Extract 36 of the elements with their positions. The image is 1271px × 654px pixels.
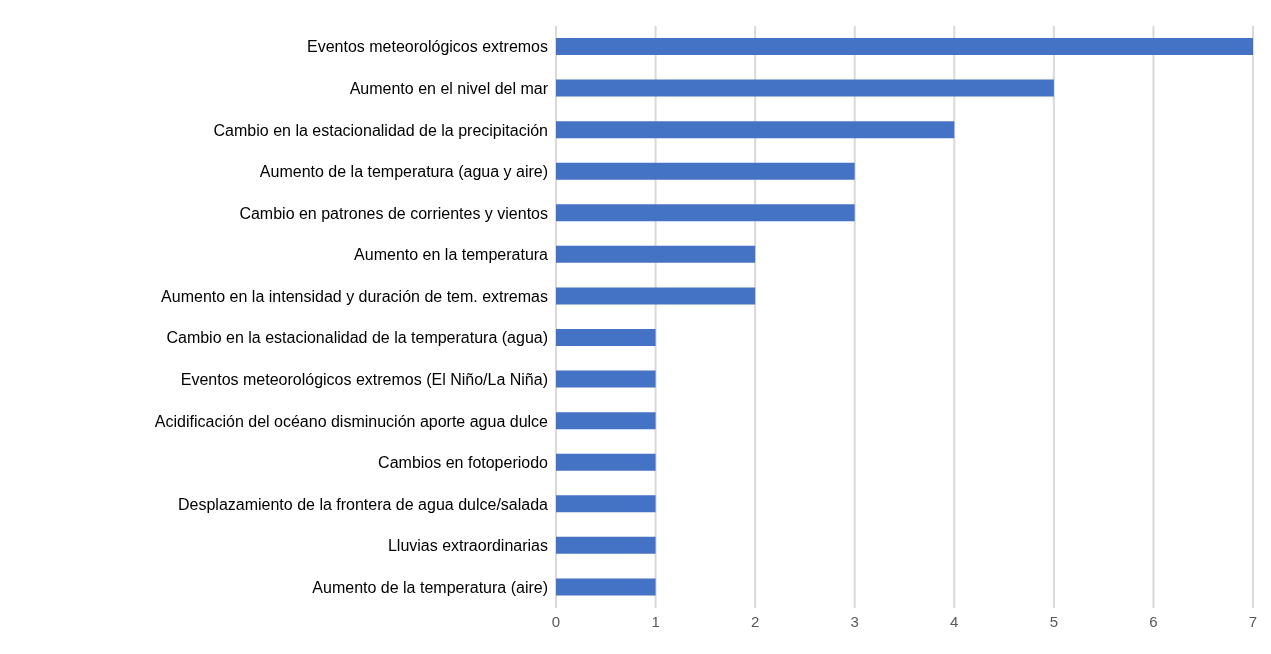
- y-tick-label: Cambio en patrones de corrientes y vientos: [239, 204, 548, 222]
- y-tick-label: Lluvias extraordinarias: [387, 537, 548, 555]
- y-tick-label: Aumento de la temperatura (agua y aire): [259, 163, 548, 181]
- y-tick-label: Cambio en la estacionalidad de la temperatura (agua): [166, 329, 548, 347]
- bar: [556, 578, 656, 596]
- bar: [556, 287, 756, 305]
- y-tick-label: Aumento en el nivel del mar: [349, 80, 549, 98]
- y-tick-label: Aumento en la intensidad y duración de tem. extremas: [161, 287, 548, 305]
- y-tick-label: Eventos meteorológicos extremos: [307, 38, 548, 56]
- bar: [556, 329, 656, 346]
- x-tick-label: 2: [750, 612, 760, 630]
- y-tick-label: Desplazamiento de la frontera de agua dulce/salada: [177, 495, 549, 513]
- x-tick-label: 6: [1149, 612, 1158, 630]
- y-tick-label: Cambio en la estacionalidad de la precipitación: [213, 121, 548, 139]
- x-tick-label: 4: [950, 612, 959, 630]
- bar: [556, 536, 656, 554]
- x-tick-label: 0: [551, 612, 561, 630]
- bar: [556, 79, 1054, 97]
- x-tick-label: 3: [850, 612, 859, 630]
- y-tick-label: Aumento de la temperatura (aire): [312, 578, 548, 596]
- x-tick-label: 5: [1049, 612, 1059, 630]
- bar: [556, 412, 656, 430]
- bar: [556, 370, 656, 388]
- x-tick-label: 7: [1248, 612, 1258, 630]
- y-tick-label: Acidificación del océano disminución aporte agua dulce: [154, 412, 549, 430]
- bar: [556, 162, 855, 180]
- bar: [556, 245, 756, 263]
- bar: [556, 204, 855, 222]
- bar: [556, 495, 656, 513]
- bar: [556, 121, 955, 139]
- bar: [556, 453, 656, 471]
- bar: [556, 38, 1253, 55]
- y-tick-label: Cambios en fotoperiodo: [378, 454, 549, 472]
- y-tick-label: Eventos meteorológicos extremos (El Niño/La Niña): [180, 371, 548, 389]
- x-tick-label: 1: [651, 612, 660, 630]
- y-tick-label: Aumento en la temperatura: [354, 246, 549, 264]
